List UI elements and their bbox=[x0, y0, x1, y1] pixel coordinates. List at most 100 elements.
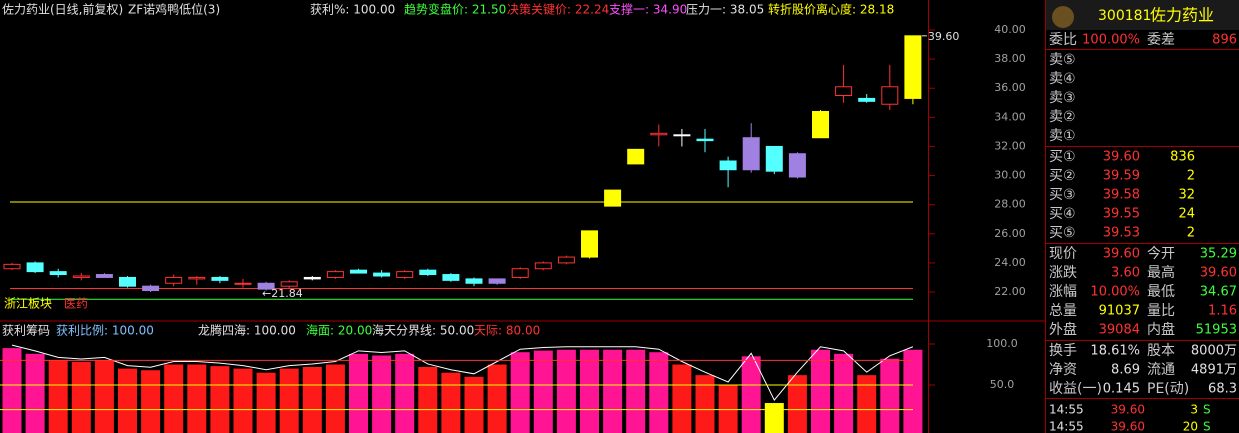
candle-body bbox=[465, 278, 483, 284]
sub-indicator: 天际: 80.00 bbox=[474, 324, 540, 338]
bar bbox=[649, 352, 669, 433]
indicator-value: 决策关键价: 22.24 bbox=[507, 3, 609, 17]
profit-line bbox=[11, 344, 914, 401]
y-tick-label: 32.00 bbox=[994, 139, 1026, 152]
candle-body bbox=[904, 35, 922, 99]
y-tick-label: 100.0 bbox=[986, 337, 1018, 350]
sub-indicator: 海天分界线: 50.00 bbox=[372, 323, 474, 338]
candle-body bbox=[511, 268, 529, 278]
bar bbox=[164, 364, 184, 433]
stat-value: 18.61% bbox=[1090, 344, 1140, 359]
bar bbox=[372, 355, 392, 433]
candle-body bbox=[211, 276, 229, 281]
candle-body bbox=[419, 269, 437, 276]
stat-label: 内盘 bbox=[1147, 321, 1175, 338]
stat-label: 量比 bbox=[1147, 303, 1175, 319]
stat-value: 10.00% bbox=[1090, 285, 1140, 300]
bar bbox=[141, 370, 161, 433]
indicator-value: 趋势变盘价: 21.50 bbox=[404, 2, 506, 17]
candle-body bbox=[3, 263, 21, 270]
buy-volume: 2 bbox=[1187, 226, 1195, 241]
candle-body bbox=[696, 138, 714, 142]
sub-indicator: 获利比例: 100.00 bbox=[56, 324, 154, 338]
candle-body bbox=[72, 275, 90, 278]
stat-value: 0.145 bbox=[1103, 382, 1140, 397]
stat-label: 外盘 bbox=[1049, 321, 1077, 338]
stat-value: 4891万 bbox=[1191, 363, 1237, 378]
bar bbox=[880, 358, 900, 433]
bar bbox=[510, 352, 530, 433]
bar bbox=[764, 403, 784, 433]
bar bbox=[811, 349, 830, 433]
candle-body bbox=[488, 278, 506, 284]
bar bbox=[903, 349, 923, 433]
stat-value: 91037 bbox=[1099, 304, 1140, 319]
candle-body bbox=[788, 153, 806, 178]
buy-label: 买⑤ bbox=[1049, 225, 1076, 241]
candle-body bbox=[142, 285, 160, 292]
trade-volume: 3 bbox=[1190, 403, 1198, 417]
stat-label: 总量 bbox=[1049, 303, 1077, 319]
bar bbox=[441, 372, 461, 433]
bar bbox=[118, 368, 137, 433]
candle-body bbox=[650, 132, 668, 136]
bar bbox=[418, 366, 438, 433]
candle-body bbox=[257, 282, 275, 290]
bar bbox=[349, 353, 368, 433]
bar bbox=[580, 349, 599, 433]
bar bbox=[626, 349, 646, 433]
stat-label: 现价 bbox=[1049, 246, 1077, 262]
bar bbox=[395, 353, 415, 433]
bar bbox=[71, 362, 91, 433]
candle-body bbox=[326, 271, 344, 278]
candle-body bbox=[581, 230, 598, 258]
buy-volume: 836 bbox=[1170, 150, 1195, 165]
indicator-value: 支撑一: 34.90 bbox=[609, 2, 687, 17]
y-tick-label: 50.0 bbox=[990, 378, 1015, 391]
y-tick-label: 34.00 bbox=[994, 110, 1026, 123]
stat-label: PE(动) bbox=[1147, 381, 1189, 397]
stat-value: 8000万 bbox=[1191, 344, 1237, 359]
y-tick-label: 28.00 bbox=[994, 198, 1026, 211]
candle-body bbox=[534, 262, 552, 270]
bar bbox=[857, 375, 877, 433]
y-tick-label: 38.00 bbox=[994, 52, 1026, 65]
bar bbox=[210, 366, 230, 433]
candle-body bbox=[765, 145, 783, 172]
candle-body bbox=[557, 256, 575, 264]
candle-body bbox=[49, 271, 67, 276]
buy-price: 39.60 bbox=[1103, 150, 1140, 165]
candle-body bbox=[26, 262, 44, 273]
bar bbox=[556, 349, 576, 433]
bar bbox=[741, 356, 761, 433]
buy-label: 买① bbox=[1049, 149, 1076, 165]
trade-side: S bbox=[1203, 420, 1211, 433]
buy-price: 39.59 bbox=[1103, 169, 1140, 184]
candle-body bbox=[812, 111, 829, 139]
y-tick-label: 24.00 bbox=[994, 256, 1026, 269]
y-tick-label: 30.00 bbox=[994, 169, 1026, 182]
trade-volume: 20 bbox=[1183, 420, 1198, 433]
stat-value: 68.3 bbox=[1208, 382, 1237, 397]
stock-name: 佐力药业 bbox=[1150, 6, 1214, 25]
stat-label: 流通 bbox=[1147, 362, 1175, 378]
buy-price: 39.55 bbox=[1103, 207, 1140, 222]
indicator-value: 获利%: 100.00 bbox=[310, 3, 395, 17]
stat-label: 收益(一) bbox=[1049, 381, 1102, 397]
industry-label: 医药 bbox=[64, 297, 88, 311]
stat-label: 股本 bbox=[1147, 343, 1175, 359]
candle-body bbox=[165, 276, 183, 284]
row-value: 896 bbox=[1212, 33, 1237, 48]
candle-body bbox=[350, 269, 367, 274]
stat-label: 最低 bbox=[1147, 284, 1175, 300]
bar bbox=[533, 350, 553, 433]
bar bbox=[25, 353, 45, 433]
bar bbox=[487, 364, 507, 433]
bar bbox=[787, 375, 807, 433]
chart-title: 佐力药业(日线,前复权) bbox=[2, 2, 123, 17]
stat-value: 39084 bbox=[1099, 323, 1140, 338]
y-tick-label: 40.00 bbox=[994, 23, 1026, 36]
bar bbox=[233, 368, 253, 433]
bar bbox=[187, 364, 207, 433]
candle-body bbox=[373, 272, 391, 277]
